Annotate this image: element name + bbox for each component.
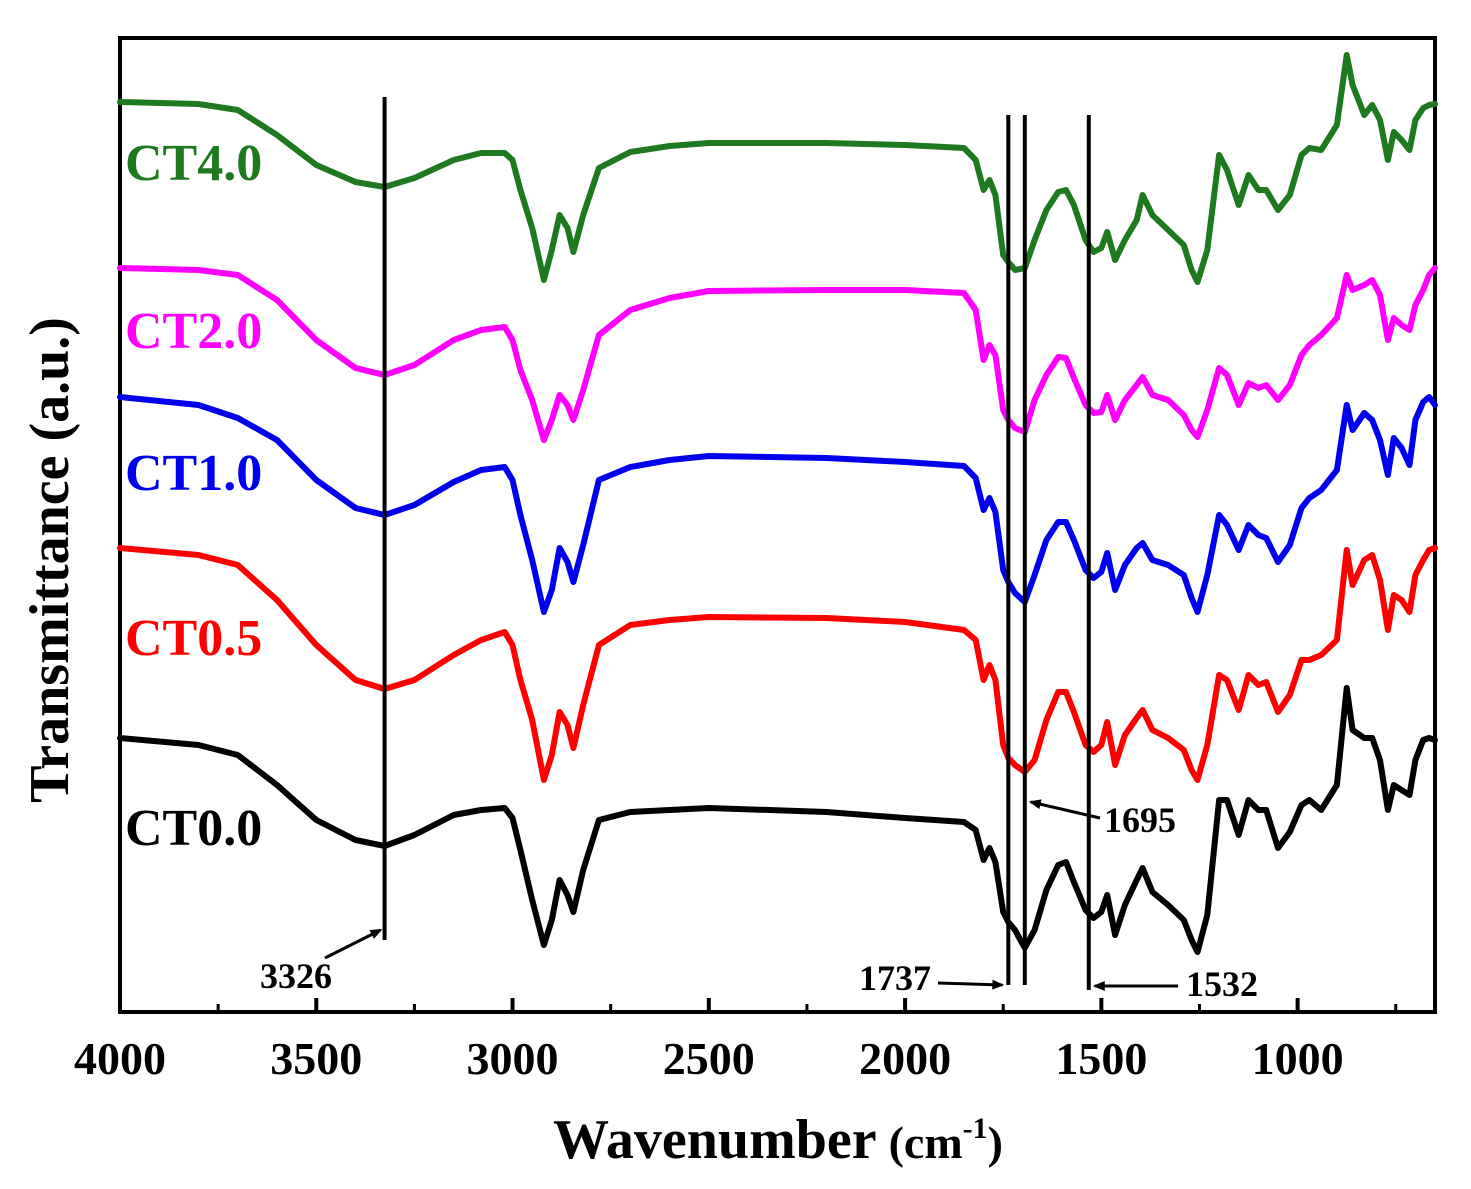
- annotation-arrow: [1028, 799, 1101, 820]
- x-axis-title-unit-close: ): [988, 1117, 1003, 1168]
- series-label: CT0.0: [125, 800, 262, 857]
- x-axis-title: Wavenumber (cm-1): [553, 1109, 1003, 1171]
- series-line-ct1-0: [117, 394, 1438, 615]
- series-line-ct2-0: [117, 265, 1438, 443]
- series-label: CT2.0: [125, 303, 262, 360]
- x-tick-label: 3500: [270, 1033, 362, 1084]
- series-line-ct4-0: [117, 52, 1438, 285]
- series-label: CT0.5: [125, 610, 262, 667]
- spectra: [117, 52, 1438, 955]
- annotation-label: 1737: [859, 958, 931, 998]
- x-tick-label: 1500: [1055, 1033, 1147, 1084]
- series-label: CT1.0: [125, 445, 262, 502]
- x-axis-title-main: Wavenumber: [553, 1109, 877, 1171]
- x-axis-title-unit: (cm: [889, 1117, 963, 1168]
- x-axis-title-unit-exp: -1: [963, 1112, 988, 1145]
- annotation-label: 1532: [1186, 964, 1258, 1004]
- annotation-label: 3326: [260, 956, 332, 996]
- series-label: CT4.0: [125, 135, 262, 192]
- plot-frame: [118, 36, 1437, 1014]
- annotation-label: 1695: [1104, 800, 1176, 840]
- annotations: 3326 1737 1695 1532: [260, 799, 1258, 1004]
- series-line-ct0-0: [117, 685, 1438, 955]
- marker-lines: [382, 97, 1091, 990]
- x-tick-label: 1000: [1252, 1033, 1344, 1084]
- x-tick-label: 2000: [859, 1033, 951, 1084]
- y-axis-title: Transmittance (a.u.): [19, 317, 81, 803]
- x-tick-label: 3000: [467, 1033, 559, 1084]
- x-tick-label: 4000: [74, 1033, 166, 1084]
- x-ticks: 4000 3500 3000 2500 2000 1500 1000: [74, 998, 1398, 1084]
- x-tick-label: 2500: [663, 1033, 755, 1084]
- series-line-ct0-5: [117, 545, 1438, 783]
- annotation-arrow: [937, 979, 1005, 990]
- series-labels: CT4.0 CT2.0 CT1.0 CT0.5 CT0.0: [125, 135, 262, 857]
- annotation-arrow: [324, 928, 383, 960]
